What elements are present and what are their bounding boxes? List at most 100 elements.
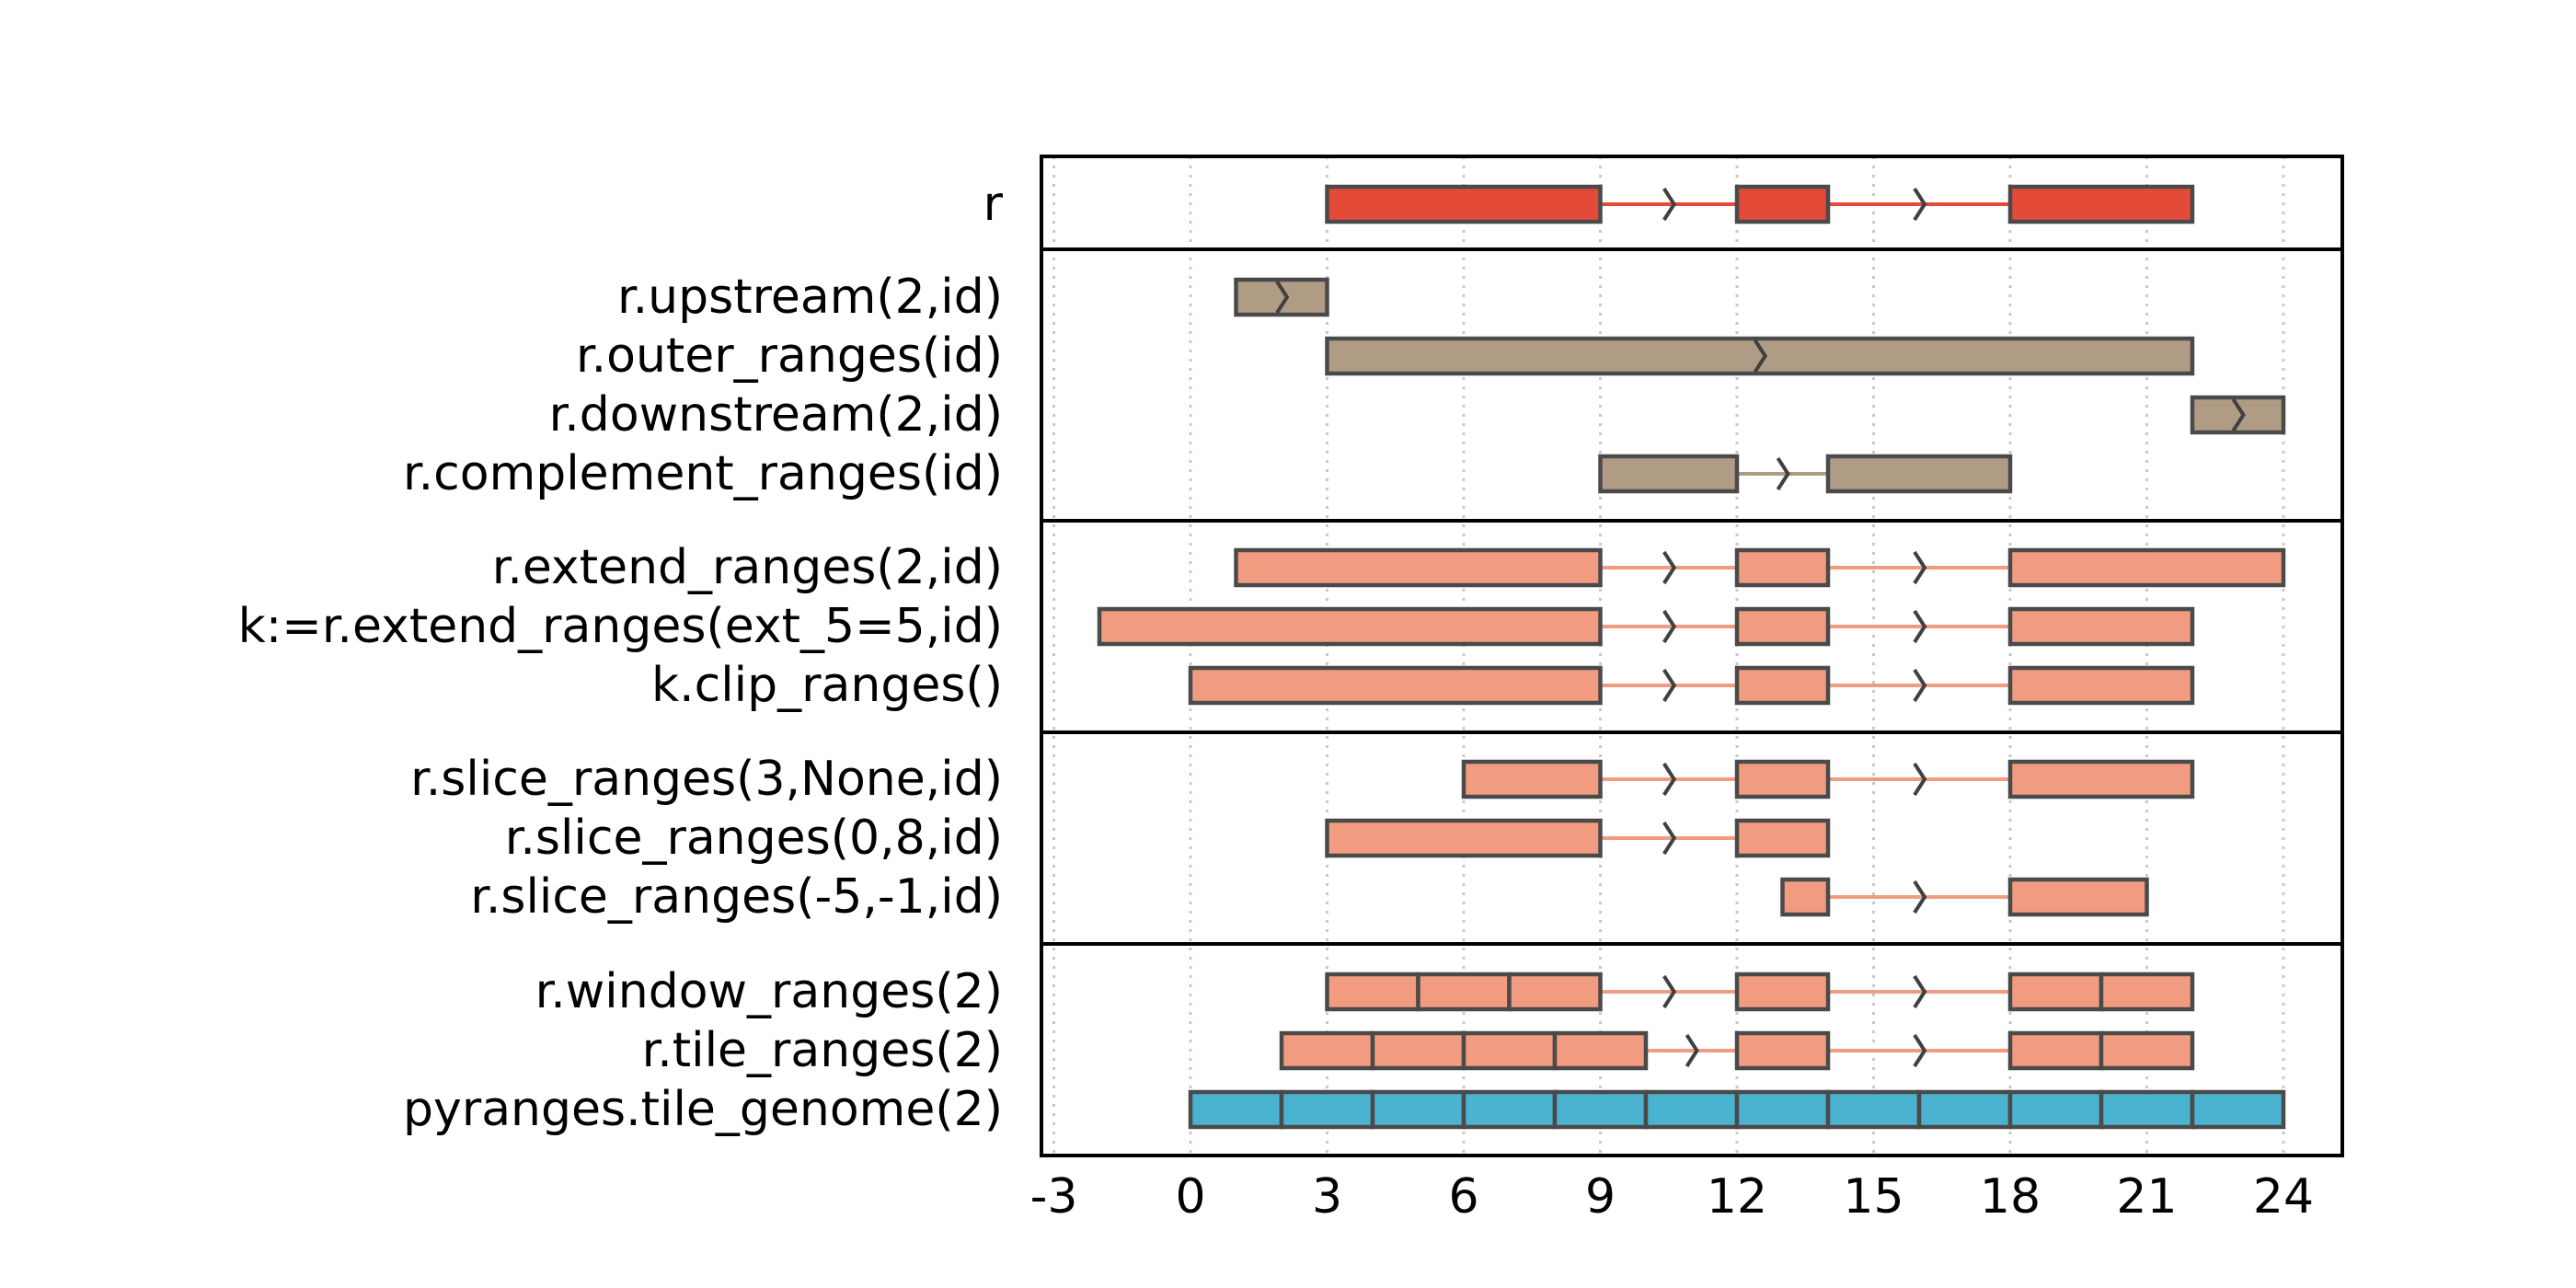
interval-box	[1734, 972, 1831, 1012]
interval-box	[1552, 1089, 1649, 1130]
interval-box	[2007, 877, 2149, 917]
track-row	[1325, 972, 2195, 1012]
interval-box	[1325, 184, 1603, 224]
interval-box	[2007, 1089, 2104, 1130]
row-label: r.slice_ranges(3,None,id)	[410, 752, 1003, 807]
interval-box	[1734, 818, 1831, 858]
strand-arrow-icon	[1662, 609, 1677, 644]
track-row	[1325, 336, 2195, 376]
track-row	[1598, 454, 2013, 494]
interval-box	[1325, 972, 1420, 1012]
x-tick-label: 0	[1175, 1169, 1205, 1225]
strand-arrow-icon	[1662, 187, 1677, 222]
strand-arrow-icon	[1913, 1033, 1927, 1068]
strand-arrow-icon	[1913, 550, 1927, 585]
interval-box	[1598, 454, 1740, 494]
x-tick-label: -3	[1030, 1169, 1078, 1225]
row-label: r.window_ranges(2)	[535, 964, 1003, 1019]
strand-arrow-icon	[1662, 974, 1677, 1009]
panel-5	[1188, 972, 2286, 1130]
interval-box	[1234, 277, 1329, 317]
grid-layer	[1052, 156, 2285, 1156]
track-row	[1234, 277, 1329, 317]
interval-box	[1734, 606, 1831, 647]
interval-box	[2007, 1030, 2104, 1071]
interval-box	[1780, 877, 1831, 917]
interval-box	[1097, 606, 1603, 647]
label-layer: r r.upstream(2,id)r.outer_ranges(id)r.dow…	[238, 177, 1004, 1137]
interval-box	[1370, 1030, 1466, 1071]
row-label: r.slice_ranges(-5,-1,id)	[470, 869, 1003, 925]
interval-box	[1461, 759, 1603, 799]
strand-arrow-icon	[1913, 609, 1927, 644]
x-axis: -3 0 3 6 9 12 15 18 21 24	[1030, 1169, 2315, 1225]
x-tick-label: 24	[2253, 1169, 2314, 1225]
track-row	[1325, 818, 1831, 858]
interval-box	[1188, 665, 1603, 706]
interval-box	[2007, 547, 2286, 588]
row-label: r.outer_ranges(id)	[576, 328, 1003, 384]
row-label: r.upstream(2,id)	[617, 270, 1003, 325]
interval-box	[2190, 395, 2286, 435]
interval-box	[1825, 454, 2013, 494]
strand-arrow-icon	[1913, 880, 1927, 914]
track-row	[1461, 759, 2195, 799]
row-label: r.slice_ranges(0,8,id)	[505, 811, 1003, 866]
interval-box	[2007, 606, 2195, 647]
strand-arrow-icon	[1662, 762, 1677, 797]
track-row	[1780, 877, 2149, 917]
x-tick-label: 21	[2116, 1169, 2177, 1225]
panel-4	[1325, 759, 2195, 917]
interval-box	[1552, 1030, 1649, 1071]
track-row	[1188, 665, 2195, 706]
x-tick-label: 3	[1312, 1169, 1342, 1225]
interval-box	[1461, 1030, 1558, 1071]
row-label: r.complement_ranges(id)	[403, 446, 1003, 501]
interval-box	[1916, 1089, 2013, 1130]
x-tick-label: 12	[1707, 1169, 1767, 1225]
plot-frame	[1040, 155, 2344, 1157]
strand-arrow-icon	[1913, 974, 1927, 1009]
x-tick-label: 18	[1980, 1169, 2041, 1225]
x-tick-label: 15	[1843, 1169, 1903, 1225]
interval-box	[2099, 1089, 2195, 1130]
interval-box	[2007, 665, 2195, 706]
interval-box	[1279, 1030, 1375, 1071]
strand-arrow-icon	[1913, 668, 1927, 703]
panel-2	[1234, 277, 2286, 494]
interval-box	[1643, 1089, 1740, 1130]
strand-arrow-icon	[1776, 456, 1790, 491]
row-label: r	[983, 177, 1004, 232]
interval-box	[2190, 1089, 2286, 1130]
strand-arrow-icon	[1662, 550, 1677, 585]
interval-box	[1188, 1089, 1284, 1130]
track-row	[1188, 1089, 2286, 1130]
x-tick-label: 9	[1585, 1169, 1616, 1225]
track-row	[2190, 395, 2286, 435]
interval-box	[1734, 1089, 1831, 1130]
panel-1	[1325, 184, 2195, 224]
track-row	[1234, 547, 2286, 588]
row-label: r.downstream(2,id)	[549, 387, 1003, 443]
strand-arrow-icon	[1662, 821, 1677, 856]
interval-box	[2099, 1030, 2195, 1071]
interval-box	[1370, 1089, 1466, 1130]
interval-box	[1416, 972, 1512, 1012]
x-tick-label: 6	[1448, 1169, 1478, 1225]
interval-box	[2007, 972, 2104, 1012]
interval-box	[2099, 972, 2195, 1012]
track-row	[1097, 606, 2195, 647]
interval-box	[1734, 547, 1831, 588]
strand-arrow-icon	[1275, 280, 1290, 315]
strand-arrow-icon	[1913, 762, 1927, 797]
track-row	[1279, 1030, 2195, 1071]
interval-box	[1461, 1089, 1558, 1130]
strand-arrow-icon	[2231, 397, 2246, 432]
track-row	[1325, 184, 2195, 224]
interval-box	[1325, 336, 2195, 376]
row-label: k:=r.extend_ranges(ext_5=5,id)	[238, 599, 1003, 654]
row-label: r.tile_ranges(2)	[642, 1023, 1003, 1078]
interval-box	[1734, 184, 1831, 224]
row-label: k.clip_ranges()	[651, 658, 1003, 713]
